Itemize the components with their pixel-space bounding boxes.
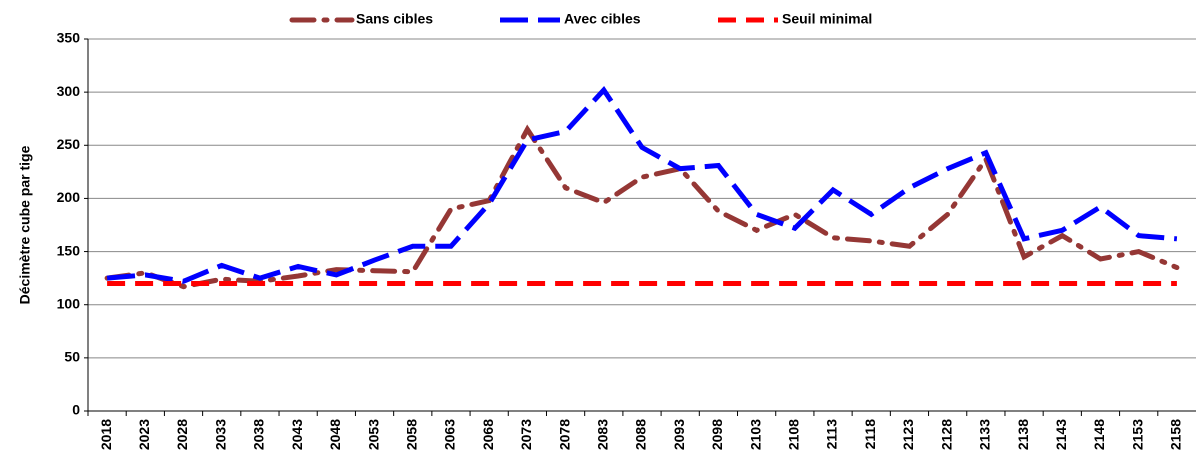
y-tick-label: 250 (57, 136, 81, 152)
x-tick-label: 2028 (174, 419, 190, 450)
x-tick-label: 2108 (786, 419, 802, 450)
y-tick-label: 50 (64, 349, 80, 365)
y-tick-label: 200 (57, 189, 81, 205)
x-tick-label: 2078 (556, 419, 572, 450)
x-tick-label: 2128 (938, 419, 954, 450)
series-line (106, 85, 1178, 284)
x-tick-label: 2043 (289, 419, 305, 450)
legend-label: Sans cibles (356, 11, 433, 27)
x-tick-label: 2118 (862, 419, 878, 450)
x-tick-label: 2113 (824, 419, 840, 450)
x-tick-label: 2133 (977, 419, 993, 450)
x-tick-label: 2138 (1015, 419, 1031, 450)
legend-label: Seuil minimal (782, 11, 872, 27)
x-tick-label: 2048 (327, 419, 343, 450)
x-tick-label: 2053 (365, 419, 381, 450)
x-tick-label: 2158 (1168, 419, 1184, 450)
y-axis-label: Décimètre cube par tige (17, 145, 33, 304)
x-tick-label: 2123 (900, 419, 916, 450)
legend-label: Avec cibles (564, 11, 641, 27)
x-tick-label: 2083 (594, 419, 610, 450)
y-tick-label: 300 (57, 83, 81, 99)
x-tick-label: 2063 (442, 419, 458, 450)
series-line (104, 124, 1180, 290)
y-tick-label: 350 (57, 30, 81, 46)
x-tick-label: 2023 (136, 419, 152, 450)
x-tick-label: 2058 (403, 419, 419, 450)
x-tick-label: 2033 (212, 419, 228, 450)
x-tick-label: 2093 (671, 419, 687, 450)
y-tick-label: 100 (57, 295, 81, 311)
x-tick-label: 2153 (1129, 419, 1145, 450)
y-tick-label: 0 (72, 402, 80, 418)
x-tick-label: 2088 (633, 419, 649, 450)
x-tick-label: 2143 (1053, 419, 1069, 450)
x-tick-label: 2103 (747, 419, 763, 450)
x-tick-label: 2018 (98, 419, 114, 450)
x-tick-label: 2148 (1091, 419, 1107, 450)
y-tick-label: 150 (57, 242, 81, 258)
x-tick-label: 2098 (709, 419, 725, 450)
x-tick-label: 2073 (518, 419, 534, 450)
x-tick-label: 2068 (480, 419, 496, 450)
x-tick-label: 2038 (251, 419, 267, 450)
